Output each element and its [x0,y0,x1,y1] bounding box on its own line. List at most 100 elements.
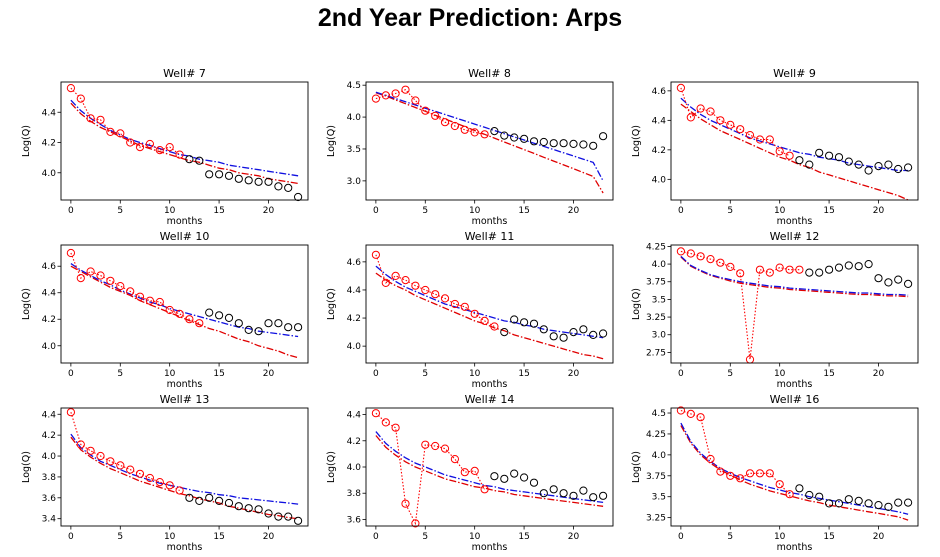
subplot-3: Well# 9 0 5 10 15 20 4.0 4.2 4.4 4.6 months Log(Q) [631,67,919,227]
x-tick-label: 0 [678,532,684,542]
observed-point-test [510,315,519,324]
y-tick-label: 3.6 [42,494,57,504]
observed-point-train [706,107,715,116]
observed-point-test [294,516,303,525]
observed-point-test [539,325,548,334]
observed-point-train [716,258,725,267]
x-tick-label: 5 [727,532,733,542]
observed-point-test [894,498,903,507]
subplot-2: Well# 8 0 5 10 15 20 3.0 3.5 4.0 4.5 months Log(Q) [326,67,614,227]
y-tick-label: 4.0 [652,260,667,270]
x-axis-label: months [167,379,203,390]
observed-point-train [106,127,115,136]
x-axis-label: months [167,542,203,553]
observed-point-test [795,484,804,493]
observed-point-train [135,469,145,478]
x-tick-label: 0 [678,206,684,216]
observed-point-test [215,311,224,320]
observed-point-train [195,319,204,328]
observed-point-train [391,423,400,432]
observed-point-train [755,265,765,274]
observed-point-train [135,292,145,301]
x-tick-label: 20 [873,206,885,216]
fit-line-red [375,435,604,507]
subplot-title: Well# 14 [465,393,515,406]
observed-point-test [520,318,529,327]
observed-point-train [175,486,184,495]
observed-point-train [785,265,794,274]
axes-frame [670,407,919,527]
subplot-title: Well# 12 [770,230,820,243]
observed-point-train [440,294,450,303]
figure-title: 2nd Year Prediction: Arps [317,4,623,32]
observed-point-test [569,491,578,500]
observed-point-train [371,250,380,259]
y-tick-label: 2.75 [646,348,666,358]
observed-point-train [155,478,164,487]
y-tick-label: 4.6 [347,258,362,268]
observed-point-test [579,486,588,495]
x-tick-label: 10 [164,369,176,379]
observed-point-test [284,183,293,192]
observed-point-test [805,490,814,500]
y-tick-label: 4.5 [652,409,666,419]
observed-point-train [96,451,105,461]
observed-point-test [589,141,598,150]
observed-point-test [589,330,598,339]
x-tick-label: 20 [568,206,580,216]
observed-point-train [145,139,154,149]
observed-point-train [726,262,735,271]
observed-point-test [854,160,863,169]
y-tick-label: 4.0 [42,342,57,352]
observed-point-train [490,322,499,331]
observed-point-train [431,441,440,451]
observed-point-test [815,148,824,157]
observed-point-test [805,268,814,277]
subplot-1: Well# 7 0 5 10 15 20 4.0 4.2 4.4 months Log(Q) [21,67,309,227]
y-tick-label: 4.2 [652,146,666,156]
y-axis-label: Log(Q) [326,288,337,320]
observed-point-test [904,163,913,172]
observed-point-test [825,499,834,508]
observed-train-line [70,252,200,324]
observed-point-test [795,156,804,165]
observed-point-test [264,177,273,186]
observed-point-test [224,498,234,508]
observed-point-train [431,111,440,120]
observed-point-train [66,248,76,258]
observed-point-test [215,496,224,505]
observed-point-test [579,140,588,149]
axes-frame [60,244,309,364]
observed-point-train [785,151,794,160]
observed-point-train [391,89,400,98]
observed-point-test [234,319,243,328]
x-tick-label: 10 [469,369,481,379]
y-tick-label: 4.4 [42,410,57,420]
observed-point-test [529,478,539,487]
observed-point-test [274,512,283,521]
observed-point-test [205,170,214,179]
observed-point-train [785,490,794,499]
y-axis-label: Log(Q) [631,288,642,320]
observed-point-test [500,328,509,337]
observed-point-train [736,269,745,278]
y-tick-label: 4.4 [42,289,57,299]
x-tick-label: 5 [727,206,733,216]
observed-point-test [264,319,273,328]
subplot-9: Well# 16 0 5 10 15 20 3.25 3.5 3.75 4.0 4.25 4.5 mon… [631,393,919,553]
x-tick-label: 10 [469,532,481,542]
observed-point-train [421,106,430,115]
x-axis-label: months [167,216,203,227]
observed-point-test [510,469,519,478]
observed-point-train [175,150,184,159]
observed-point-train [116,129,125,138]
observed-point-train [755,469,765,478]
x-tick-label: 15 [518,206,529,216]
observed-point-test [224,313,234,322]
axes-frame [365,407,614,527]
x-tick-label: 5 [422,369,428,379]
observed-point-train [775,480,784,489]
observed-point-test [874,162,883,171]
observed-point-train [696,104,705,113]
observed-point-train [755,135,765,144]
